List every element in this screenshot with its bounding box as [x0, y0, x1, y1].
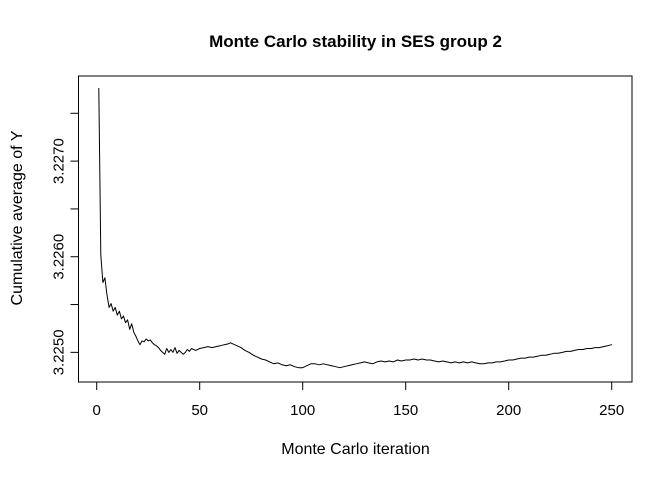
y-tick-label: 3.2270 [50, 138, 67, 184]
plot-title: Monte Carlo stability in SES group 2 [209, 32, 502, 51]
x-tick-label: 250 [599, 402, 624, 419]
data-line [98, 87, 613, 369]
x-axis-label: Monte Carlo iteration [281, 441, 430, 458]
x-tick-label: 50 [191, 402, 208, 419]
x-tick-label: 100 [290, 402, 315, 419]
x-tick-label: 150 [393, 402, 418, 419]
plot-box [78, 75, 633, 383]
y-tick-label: 3.2260 [50, 234, 67, 280]
x-tick-label: 0 [93, 402, 101, 419]
x-tick-label: 200 [496, 402, 521, 419]
y-tick-label: 3.2250 [50, 329, 67, 375]
